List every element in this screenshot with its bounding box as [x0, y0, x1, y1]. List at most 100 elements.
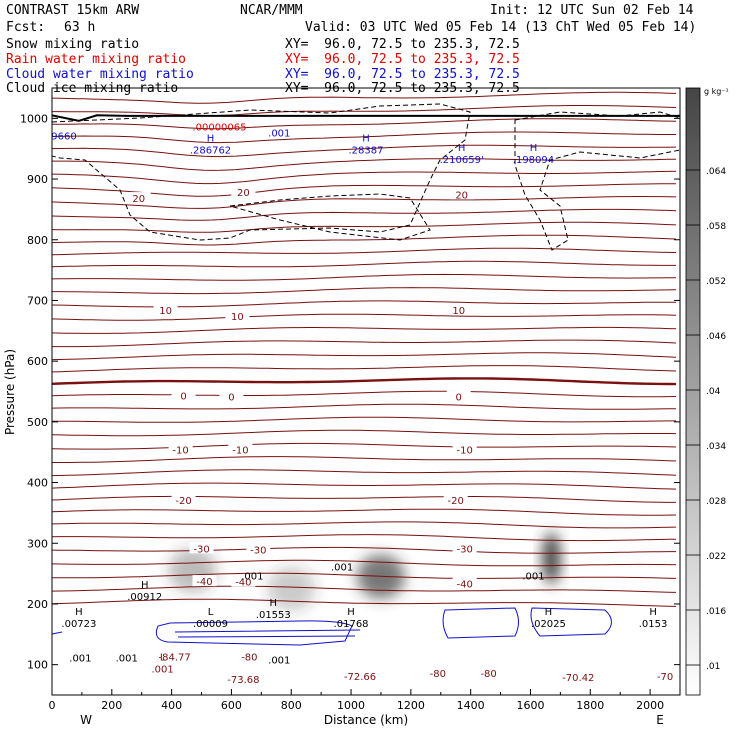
isotherm [52, 170, 677, 185]
temperature-label: 10 [452, 306, 465, 317]
x-tick-label: 1000 [337, 699, 365, 712]
east-label: E [656, 713, 664, 727]
field-cloudwater-xy: XY= 96.0, 72.5 to 235.3, 72.5 [285, 67, 520, 82]
contour-value-label: 9660 [51, 132, 76, 143]
cloud-water-contour [52, 631, 63, 635]
temperature-label: -70 [657, 672, 673, 683]
y-tick-label: 300 [27, 537, 48, 550]
y-tick-label: 500 [27, 416, 48, 429]
temperature-label: 0 [228, 393, 234, 404]
isotherm [52, 196, 677, 209]
y-tick-label: 800 [27, 234, 48, 247]
temperature-label: -10 [172, 445, 188, 456]
isotherm [52, 300, 676, 308]
isotherm [52, 313, 677, 321]
isotherm [52, 339, 677, 348]
extremum-mark: H [458, 143, 466, 154]
isotherm [52, 144, 677, 158]
extremum-mark: H [270, 598, 278, 609]
temperature-label: 0 [180, 391, 186, 402]
y-tick-label: 200 [27, 598, 48, 611]
temperature-label: -20 [448, 496, 464, 507]
temperature-label-bg [231, 186, 256, 198]
isotherm [52, 456, 677, 463]
init-time: Init: 12 UTC Sun 02 Feb 14 [490, 3, 694, 18]
forecast-label: Fcst: [6, 20, 46, 35]
isotherm [52, 429, 677, 437]
isotherm [52, 131, 676, 144]
temperature-label: -40 [235, 578, 251, 589]
temperature-label: -70.42 [562, 673, 594, 684]
cloud-water-contour [174, 629, 361, 638]
temperature-label-bg [449, 188, 474, 200]
extremum-value: .01553 [256, 610, 291, 621]
extremum-value: .28387 [349, 146, 384, 157]
isotherm [52, 390, 677, 398]
field-snow-name: Snow mixing ratio [6, 37, 140, 52]
isotherm [52, 365, 677, 373]
temperature-label-bg [452, 577, 477, 589]
extremum-value: .001 [152, 665, 174, 676]
field-cloudice-name: Cloud ice mixing ratio [6, 81, 179, 96]
temperature-label-bg [452, 443, 477, 455]
isotherm [52, 247, 677, 256]
temperature-label: 10 [159, 306, 172, 317]
temperature-label: -40 [457, 580, 473, 591]
temperature-label-bg [348, 669, 373, 681]
x-tick-label: 400 [161, 699, 182, 712]
field-rain-name: Rain water mixing ratio [6, 52, 187, 67]
temperature-label-bg [446, 303, 471, 315]
model-title: CONTRAST 15km ARW [6, 3, 140, 18]
y-tick-label: 1000 [20, 112, 48, 125]
x-tick-label: 0 [49, 699, 56, 712]
isotherm [52, 534, 677, 542]
isotherm [52, 105, 677, 117]
isotherm [52, 260, 676, 268]
colorbar-label: .022 [706, 552, 726, 562]
extremum-value: .01768 [334, 619, 369, 630]
extremum-mark: L [208, 607, 214, 618]
x-tick-label: 1600 [516, 699, 544, 712]
cloud-contours [52, 103, 680, 646]
temperature-label-bg [189, 542, 214, 554]
colorbar-label: .034 [706, 442, 726, 452]
temperature-label-bg [237, 650, 262, 662]
temperature-label-bg [446, 390, 471, 402]
extremum-value: .00009 [193, 619, 228, 630]
temperature-label: -80 [430, 669, 446, 680]
temperature-label-bg [192, 575, 217, 587]
isotherm [52, 585, 677, 593]
extremum-value: .02025 [531, 619, 566, 630]
valid-time: Valid: 03 UTC Wed 05 Feb 14 (13 ChT Wed … [305, 20, 697, 35]
colorbar-label: .064 [706, 167, 726, 177]
field-rain-xy: XY= 96.0, 72.5 to 235.3, 72.5 [285, 52, 520, 67]
isotherm [52, 442, 677, 450]
x-tick-label: 1400 [457, 699, 485, 712]
temperature-label: 20 [132, 194, 145, 205]
x-axis-label: Distance (km) [324, 713, 408, 727]
field-cloudice-xy: XY= 96.0, 72.5 to 235.3, 72.5 [285, 81, 520, 96]
isotherm-zero [52, 377, 677, 386]
temperature-label-bg [231, 672, 256, 684]
temperature-label-bg [219, 390, 244, 402]
isotherm [52, 287, 677, 295]
temperature-label-bg [246, 543, 271, 555]
colorbar-label: .016 [706, 607, 726, 617]
temperature-label: 0 [456, 393, 462, 404]
extremum-mark: H [75, 607, 83, 618]
colorbar-label: .058 [706, 222, 726, 232]
colorbar-label: .052 [706, 277, 726, 287]
colorbar-label: .01 [706, 662, 720, 672]
temperature-label-bg [225, 309, 250, 321]
contour-value-label: .001 [241, 572, 263, 583]
plot-frame [51, 87, 681, 696]
x-tick-label: 2000 [636, 699, 664, 712]
colorbar-label: .046 [706, 332, 726, 342]
temperature-label: -30 [250, 546, 266, 557]
colorbar-label: .028 [706, 497, 726, 507]
isotherm [52, 208, 677, 221]
temperature-label-bg [443, 493, 468, 505]
isotherm [52, 326, 677, 334]
temperature-label: -10 [457, 445, 473, 456]
temperature-label: -30 [193, 544, 209, 555]
